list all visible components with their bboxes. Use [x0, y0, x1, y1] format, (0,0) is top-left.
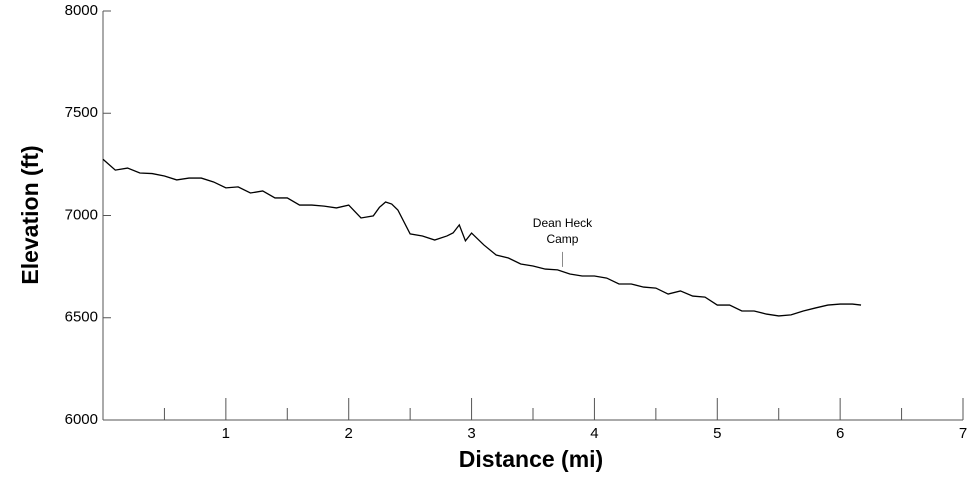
- y-tick-label: 7000: [65, 206, 98, 223]
- y-tick-label: 6000: [65, 411, 98, 428]
- annotation-text: Camp: [546, 232, 578, 246]
- x-tick-label: 2: [345, 425, 353, 442]
- x-tick-label: 5: [713, 425, 721, 442]
- elevation-line: [102, 158, 862, 317]
- x-tick-label: 3: [467, 425, 475, 442]
- annotation-text: Dean Heck: [533, 216, 593, 230]
- y-tick-label: 7500: [65, 104, 98, 121]
- x-tick-label: 4: [590, 425, 598, 442]
- y-tick-label: 8000: [65, 2, 98, 19]
- y-axis-label: Elevation (ft): [17, 145, 43, 284]
- x-tick-label: 7: [959, 425, 967, 442]
- x-tick-label: 6: [836, 425, 844, 442]
- x-axis-label: Distance (mi): [459, 446, 603, 472]
- x-tick-label: 1: [222, 425, 230, 442]
- y-tick-label: 6500: [65, 309, 98, 326]
